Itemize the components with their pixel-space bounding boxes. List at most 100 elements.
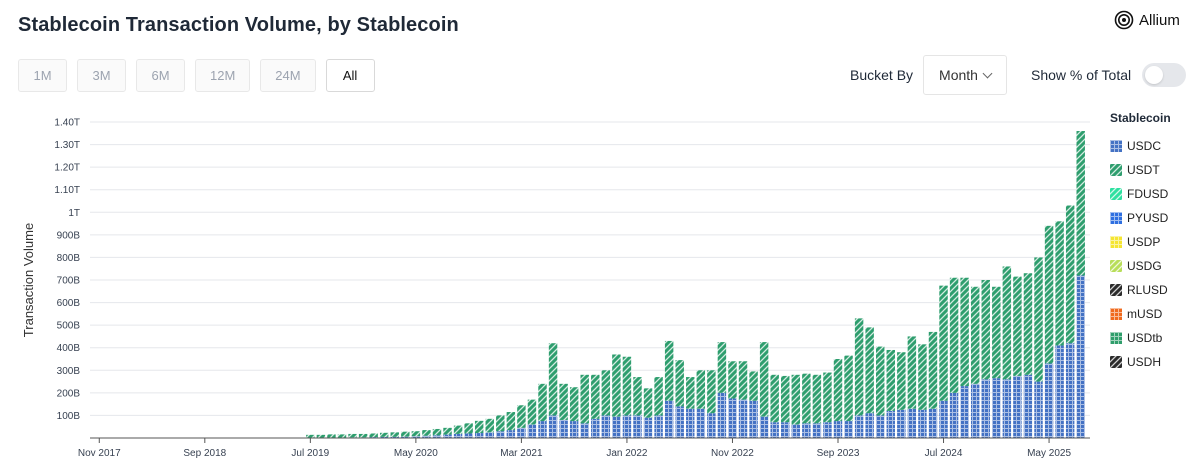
bar-usdt[interactable] <box>897 352 906 410</box>
legend-item-pyusd[interactable]: PYUSD <box>1110 206 1171 230</box>
bar-usdt[interactable] <box>496 415 505 432</box>
bar-usdc[interactable] <box>738 399 748 438</box>
legend-item-usdh[interactable]: USDH <box>1110 350 1171 374</box>
bar-usdt[interactable] <box>601 370 611 416</box>
legend-item-usdt[interactable]: USDT <box>1110 158 1171 182</box>
bar-usdc[interactable] <box>854 415 864 438</box>
bar-usdc[interactable] <box>770 422 779 438</box>
bar-usdt[interactable] <box>379 432 389 437</box>
bar-usdc[interactable] <box>696 408 706 438</box>
show-percent-toggle[interactable] <box>1142 63 1186 87</box>
bar-usdc[interactable] <box>823 422 832 438</box>
bar-usdc[interactable] <box>875 415 885 438</box>
legend-item-usdtb[interactable]: USDtb <box>1110 326 1171 350</box>
bar-usdt[interactable] <box>823 372 832 423</box>
bar-usdc[interactable] <box>949 392 959 438</box>
bar-usdt[interactable] <box>875 346 885 416</box>
bar-usdc[interactable] <box>728 398 737 439</box>
bar-usdc[interactable] <box>538 421 547 438</box>
bar-usdc[interactable] <box>474 433 484 438</box>
bar-usdc[interactable] <box>622 415 632 438</box>
bar-usdt[interactable] <box>939 285 948 401</box>
bar-usdc[interactable] <box>897 409 906 438</box>
bar-usdt[interactable] <box>432 428 442 436</box>
bar-usdc[interactable] <box>675 406 684 438</box>
bar-usdt[interactable] <box>664 340 674 401</box>
bar-usdc[interactable] <box>390 436 399 438</box>
bar-usdc[interactable] <box>781 422 790 438</box>
bar-usdc[interactable] <box>707 413 716 438</box>
bar-usdt[interactable] <box>485 418 494 433</box>
bar-usdt[interactable] <box>316 434 326 438</box>
bar-usdt[interactable] <box>643 388 653 418</box>
legend-item-usdp[interactable]: USDP <box>1110 230 1171 254</box>
bar-usdc[interactable] <box>453 433 463 438</box>
bar-usdt[interactable] <box>686 377 695 409</box>
bar-usdt[interactable] <box>1055 221 1064 346</box>
bar-usdt[interactable] <box>390 432 399 437</box>
range-button-24m[interactable]: 24M <box>260 59 316 92</box>
bar-usdc[interactable] <box>432 435 442 438</box>
bar-usdt[interactable] <box>411 431 421 437</box>
bar-usdt[interactable] <box>770 374 779 423</box>
bar-usdc[interactable] <box>1002 379 1012 438</box>
bar-usdc[interactable] <box>686 408 695 438</box>
bar-usdt[interactable] <box>791 374 801 425</box>
legend-item-usdc[interactable]: USDC <box>1110 134 1171 158</box>
bar-usdt[interactable] <box>696 370 706 409</box>
bar-usdc[interactable] <box>506 430 516 438</box>
bar-usdt[interactable] <box>654 377 663 416</box>
bar-usdt[interactable] <box>928 331 938 409</box>
bar-usdt[interactable] <box>1002 266 1012 380</box>
bar-usdt[interactable] <box>464 423 473 434</box>
bar-usdc[interactable] <box>527 424 537 438</box>
bar-usdt[interactable] <box>506 412 516 431</box>
bar-usdt[interactable] <box>327 434 336 438</box>
bar-usdc[interactable] <box>496 431 505 438</box>
bar-usdt[interactable] <box>802 373 811 424</box>
bar-usdt[interactable] <box>369 433 378 438</box>
legend-item-musd[interactable]: mUSD <box>1110 302 1171 326</box>
bar-usdc[interactable] <box>1023 374 1033 438</box>
bar-usdc[interactable] <box>401 436 410 438</box>
bar-usdc[interactable] <box>833 421 843 438</box>
bar-usdt[interactable] <box>548 343 558 416</box>
bar-usdc[interactable] <box>601 415 611 438</box>
bar-usdc[interactable] <box>485 432 494 438</box>
bar-usdc[interactable] <box>664 400 674 438</box>
range-button-6m[interactable]: 6M <box>136 59 185 92</box>
bar-usdc[interactable] <box>992 378 1001 438</box>
bar-usdc[interactable] <box>928 408 938 438</box>
bar-usdt[interactable] <box>453 425 463 434</box>
bar-usdt[interactable] <box>538 383 547 422</box>
range-button-all[interactable]: All <box>325 59 375 92</box>
bar-usdt[interactable] <box>517 405 526 428</box>
bar-usdt[interactable] <box>559 383 568 420</box>
range-button-3m[interactable]: 3M <box>77 59 126 92</box>
bar-usdc[interactable] <box>422 435 431 438</box>
bar-usdc[interactable] <box>1055 345 1064 438</box>
bar-usdc[interactable] <box>918 409 927 438</box>
bar-usdc[interactable] <box>1013 375 1022 438</box>
bar-usdc[interactable] <box>411 436 421 438</box>
bar-usdc[interactable] <box>749 400 758 438</box>
bar-usdt[interactable] <box>854 318 864 416</box>
bar-usdc[interactable] <box>443 434 452 438</box>
bar-usdt[interactable] <box>527 399 537 425</box>
bar-usdc[interactable] <box>548 415 558 438</box>
bar-usdt[interactable] <box>960 277 969 387</box>
legend-item-rlusd[interactable]: RLUSD <box>1110 278 1171 302</box>
bar-usdc[interactable] <box>717 392 727 438</box>
bar-usdt[interactable] <box>749 371 758 401</box>
bar-usdc[interactable] <box>517 427 526 438</box>
bar-usdc[interactable] <box>960 386 969 438</box>
bar-usdc[interactable] <box>802 423 811 438</box>
bar-usdt[interactable] <box>907 336 917 409</box>
bar-usdt[interactable] <box>1023 273 1033 375</box>
bar-usdt[interactable] <box>337 434 347 438</box>
bar-usdc[interactable] <box>559 419 568 438</box>
bar-usdt[interactable] <box>633 377 642 416</box>
bar-usdt[interactable] <box>833 359 843 422</box>
legend-item-usdg[interactable]: USDG <box>1110 254 1171 278</box>
bar-usdt[interactable] <box>781 375 790 423</box>
